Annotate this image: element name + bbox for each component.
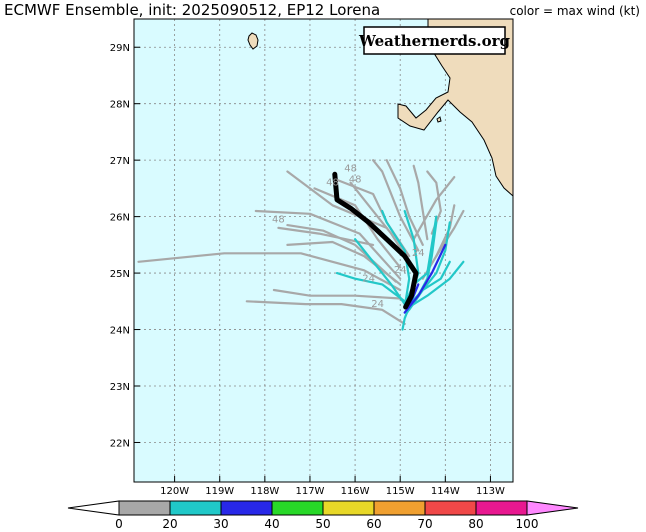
ensemble-tracks: [137, 159, 465, 331]
colorbar-label: 60: [366, 517, 381, 531]
forecast-hour-label: 24: [412, 248, 425, 259]
lat-tick-label: 26N: [110, 213, 130, 224]
brand-text: Weathernerds.org: [358, 32, 511, 50]
ensemble-member-track: [137, 252, 402, 292]
ensemble-member-track: [335, 272, 406, 303]
ensemble-member-track: [272, 288, 402, 300]
island-small: [436, 116, 442, 123]
lon-tick-label: 119W: [205, 486, 234, 497]
ensemble-mean-track: [332, 171, 419, 310]
lat-tick-label: 28N: [110, 100, 130, 111]
island-west: [247, 32, 259, 50]
lat-tick-label: 29N: [110, 43, 130, 54]
wind-colorbar: 0 20 30 40 50 60 70 80 100: [67, 500, 579, 531]
lat-tick-label: 25N: [110, 269, 130, 280]
ensemble-member-track: [381, 209, 411, 309]
forecast-hour-label: 24: [371, 299, 384, 310]
lon-tick-label: 116W: [341, 486, 370, 497]
ensemble-member-track: [401, 305, 411, 331]
forecast-hour-label: 48: [326, 178, 339, 189]
ensemble-member-track: [349, 181, 411, 263]
colorbar-segment: [475, 500, 528, 516]
lat-tick-label: 23N: [110, 382, 130, 393]
ensemble-member-track: [354, 238, 406, 306]
lat-axis: 22N 23N 24N 25N 26N 27N 28N 29N: [110, 43, 140, 449]
colorbar-label: 0: [115, 517, 123, 531]
lon-tick-label: 120W: [160, 486, 189, 497]
ensemble-member-track: [245, 300, 406, 325]
colorbar-segment: [220, 500, 273, 516]
ensemble-member-track: [412, 176, 456, 241]
colorbar-under-arrow: [67, 500, 120, 516]
colorbar-segment: [373, 500, 426, 516]
ensemble-member-track: [372, 159, 420, 252]
ensemble-member-track: [385, 159, 424, 246]
forecast-hour-label: 48: [349, 175, 362, 186]
forecast-hour-label: 24: [394, 265, 407, 276]
ensemble-member-track: [277, 226, 375, 246]
lon-tick-label: 117W: [295, 486, 324, 497]
colorbar-label: 50: [315, 517, 330, 531]
ensemble-member-track: [408, 260, 465, 309]
color-legend-note: color = max wind (kt): [509, 4, 640, 18]
baja-california-landmass: [397, 19, 513, 197]
lat-tick-label: 27N: [110, 156, 130, 167]
lon-tick-label: 113W: [476, 486, 505, 497]
ensemble-member-track: [412, 164, 429, 241]
colorbar-label: 80: [468, 517, 483, 531]
forecast-hour-label: 48: [344, 163, 357, 174]
colorbar-segment: [118, 500, 171, 516]
lon-tick-label: 115W: [386, 486, 415, 497]
colorbar-label: 30: [213, 517, 228, 531]
colorbar-segment: [271, 500, 324, 516]
colorbar-segment: [169, 500, 222, 516]
brand-box: Weathernerds.org: [358, 26, 511, 55]
page-title: ECMWF Ensemble, init: 2025090512, EP12 L…: [4, 1, 381, 19]
map-frame: [133, 18, 514, 483]
lat-tick-label: 24N: [110, 326, 130, 337]
forecast-hour-label: 24: [362, 274, 375, 285]
forecast-hour-label: 48: [272, 214, 285, 225]
colorbar-segment: [322, 500, 375, 516]
ensemble-member-track: [254, 209, 402, 280]
colorbar-label: 40: [264, 517, 279, 531]
colorbar-label: 70: [417, 517, 432, 531]
colorbar-over-arrow: [526, 500, 579, 516]
colorbar-label: 100: [516, 517, 539, 531]
lon-tick-label: 118W: [250, 486, 279, 497]
lat-tick-label: 22N: [110, 438, 130, 449]
land-areas: [247, 19, 513, 197]
colorbar-segment: [424, 500, 477, 516]
ensemble-member-track: [403, 243, 447, 314]
lon-axis: 120W 119W 118W 117W 116W 115W 114W 113W: [160, 476, 505, 497]
lon-tick-label: 114W: [431, 486, 460, 497]
colorbar-label: 20: [162, 517, 177, 531]
